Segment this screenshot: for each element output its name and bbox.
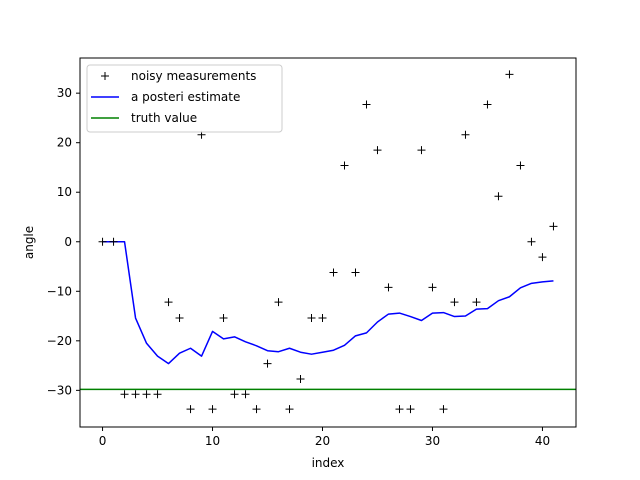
y-tick-label: −30 bbox=[47, 383, 72, 397]
plot-area bbox=[80, 70, 576, 414]
legend-label-a-posteri-estimate: a posteri estimate bbox=[131, 90, 240, 104]
x-tick-label: 20 bbox=[315, 434, 330, 448]
data-point-measurement bbox=[263, 359, 272, 368]
data-point-measurement bbox=[329, 268, 338, 277]
data-point-measurement bbox=[285, 405, 294, 414]
data-point-measurement bbox=[120, 390, 129, 399]
data-point-measurement bbox=[230, 390, 239, 399]
legend-label-noisy-measurements: noisy measurements bbox=[131, 69, 256, 83]
data-point-measurement bbox=[351, 268, 360, 277]
x-tick-label: 40 bbox=[535, 434, 550, 448]
data-point-measurement bbox=[373, 146, 382, 155]
data-point-measurement bbox=[142, 390, 151, 399]
legend-label-truth-value: truth value bbox=[131, 111, 197, 125]
y-tick-label: −10 bbox=[47, 284, 72, 298]
data-point-measurement bbox=[428, 283, 437, 292]
data-point-measurement bbox=[219, 314, 228, 323]
y-tick-label: −20 bbox=[47, 334, 72, 348]
legend-marker-noisy-measurements bbox=[101, 72, 109, 80]
data-point-measurement bbox=[417, 146, 426, 155]
axes-frame bbox=[79, 57, 577, 428]
x-tick-label: 30 bbox=[425, 434, 440, 448]
data-point-measurement bbox=[175, 314, 184, 323]
data-point-measurement bbox=[241, 390, 250, 399]
data-point-measurement bbox=[483, 100, 492, 109]
ticks: 0 10 20 30 40 −30 −20 −10 0 10 20 30 bbox=[47, 86, 550, 448]
data-point-measurement bbox=[296, 374, 305, 383]
data-point-measurement bbox=[131, 390, 140, 399]
data-point-measurement bbox=[439, 405, 448, 414]
data-point-measurement bbox=[472, 298, 481, 307]
x-tick-label: 0 bbox=[99, 434, 107, 448]
data-point-measurement bbox=[164, 298, 173, 307]
data-point-measurement bbox=[186, 405, 195, 414]
y-axis-label: angle bbox=[22, 226, 36, 259]
y-tick-label: 10 bbox=[57, 185, 72, 199]
data-point-measurement bbox=[109, 237, 118, 246]
y-tick-label: 20 bbox=[57, 136, 72, 150]
data-point-measurement bbox=[505, 70, 514, 79]
data-point-measurement bbox=[549, 222, 558, 231]
data-point-measurement bbox=[252, 405, 261, 414]
data-point-measurement bbox=[461, 130, 470, 139]
legend: noisy measurements a posteri estimate trut… bbox=[86, 64, 283, 133]
data-point-measurement bbox=[274, 298, 283, 307]
data-point-measurement bbox=[318, 314, 327, 323]
x-tick-label: 10 bbox=[205, 434, 220, 448]
data-point-measurement bbox=[527, 237, 536, 246]
x-axis-label: index bbox=[312, 456, 345, 470]
data-point-measurement bbox=[406, 405, 415, 414]
data-point-measurement bbox=[384, 283, 393, 292]
y-tick-label: 0 bbox=[64, 235, 72, 249]
data-point-measurement bbox=[494, 192, 503, 201]
data-point-measurement bbox=[153, 390, 162, 399]
data-point-measurement bbox=[208, 405, 217, 414]
data-point-measurement bbox=[307, 314, 316, 323]
legend-box bbox=[86, 64, 283, 133]
data-point-measurement bbox=[362, 100, 371, 109]
series-line-a-posteri-estimate bbox=[102, 241, 554, 365]
data-point-measurement bbox=[340, 161, 349, 170]
data-point-measurement bbox=[538, 253, 547, 262]
data-point-measurement bbox=[516, 161, 525, 170]
y-tick-label: 30 bbox=[57, 86, 72, 100]
data-point-measurement bbox=[450, 298, 459, 307]
data-point-measurement bbox=[98, 237, 107, 246]
data-point-measurement bbox=[395, 405, 404, 414]
